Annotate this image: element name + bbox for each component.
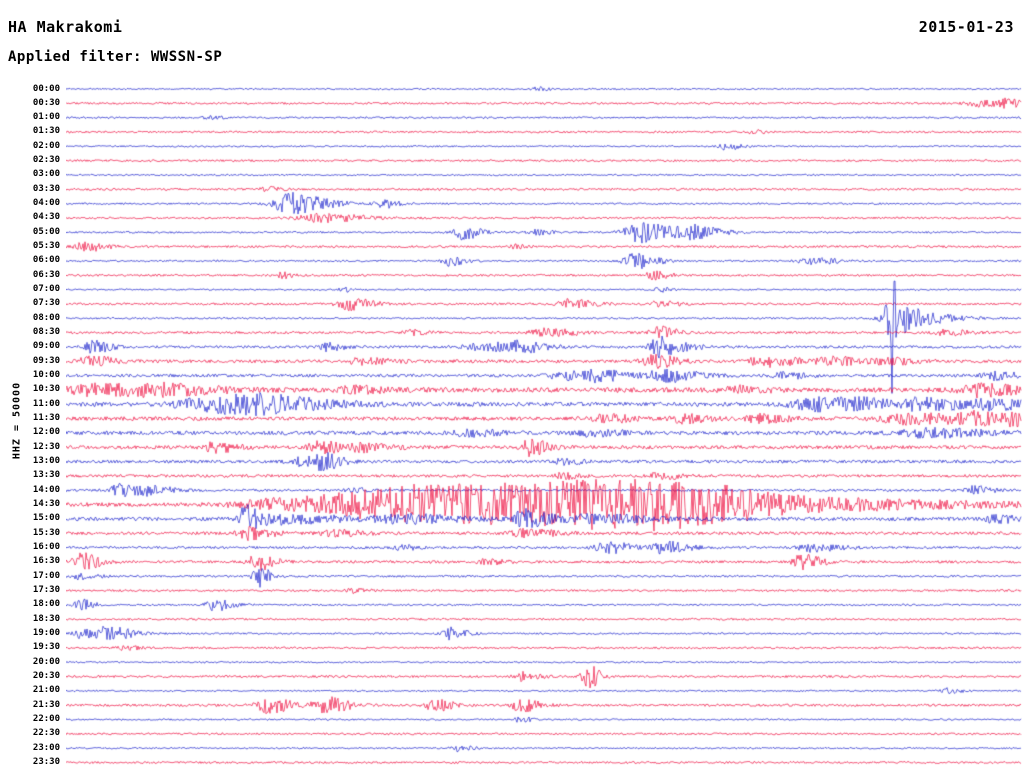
time-label: 03:00 <box>32 169 60 180</box>
time-label: 09:30 <box>32 355 60 366</box>
time-label: 23:30 <box>32 757 60 767</box>
time-label: 00:30 <box>32 97 60 108</box>
filter-label: Applied filter: WWSSN-SP <box>8 49 223 65</box>
time-label: 16:30 <box>32 556 60 567</box>
time-label: 08:00 <box>32 312 60 323</box>
time-label: 23:00 <box>32 742 60 753</box>
time-label: 14:00 <box>32 484 60 495</box>
time-label: 09:00 <box>32 341 60 352</box>
time-label: 04:00 <box>32 198 60 209</box>
time-label: 10:00 <box>32 370 60 381</box>
date-label: 2015-01-23 <box>918 18 1014 36</box>
time-label: 16:00 <box>32 542 60 553</box>
time-label: 03:30 <box>32 183 60 194</box>
station-title: HA Makrakomi <box>8 18 123 36</box>
time-label: 13:30 <box>32 470 60 481</box>
time-label: 17:00 <box>32 570 60 581</box>
time-label: 14:30 <box>32 499 60 510</box>
time-label: 06:00 <box>32 255 60 266</box>
time-label: 22:00 <box>32 714 60 725</box>
time-label: 22:30 <box>32 728 60 739</box>
time-label: 11:30 <box>32 413 60 424</box>
time-label: 12:30 <box>32 441 60 452</box>
time-label: 18:00 <box>32 599 60 610</box>
time-label: 05:00 <box>32 226 60 237</box>
time-label: 00:00 <box>32 83 60 94</box>
time-label: 12:00 <box>32 427 60 438</box>
time-label: 02:00 <box>32 140 60 151</box>
time-label: 08:30 <box>32 327 60 338</box>
time-label: 18:30 <box>32 613 60 624</box>
time-label: 01:00 <box>32 112 60 123</box>
time-label: 10:30 <box>32 384 60 395</box>
time-label: 07:30 <box>32 298 60 309</box>
time-label: 02:30 <box>32 155 60 166</box>
time-label: 15:30 <box>32 527 60 538</box>
time-label: 05:30 <box>32 241 60 252</box>
time-label: 15:00 <box>32 513 60 524</box>
time-label: 13:00 <box>32 456 60 467</box>
time-label: 19:30 <box>32 642 60 653</box>
time-label: 06:30 <box>32 269 60 280</box>
time-label: 11:00 <box>32 398 60 409</box>
seismogram-trace-canvas <box>66 80 1022 776</box>
time-label: 21:30 <box>32 699 60 710</box>
time-label: 07:00 <box>32 284 60 295</box>
time-label: 19:00 <box>32 628 60 639</box>
time-label: 21:00 <box>32 685 60 696</box>
time-label: 04:30 <box>32 212 60 223</box>
time-label: 01:30 <box>32 126 60 137</box>
time-label: 20:00 <box>32 656 60 667</box>
time-label: 20:30 <box>32 671 60 682</box>
time-label: 17:30 <box>32 585 60 596</box>
